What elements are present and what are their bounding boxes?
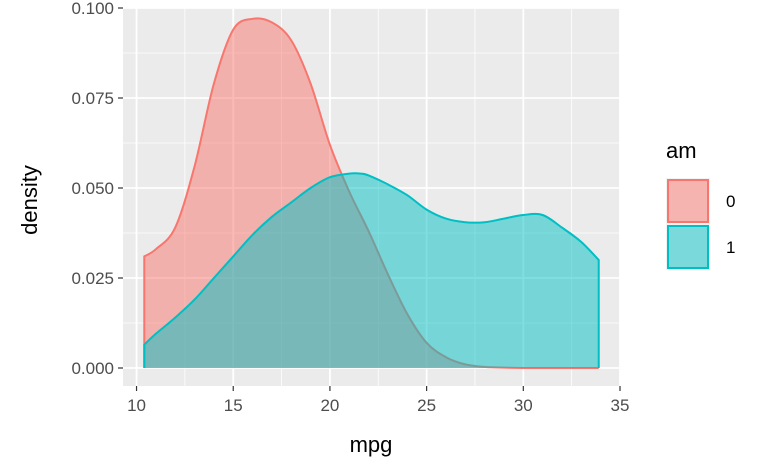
density-line-1 [143, 172, 600, 368]
y-tick-label: 0.050 [71, 179, 114, 198]
legend-label-1: 1 [726, 238, 735, 257]
x-tick-label: 20 [320, 396, 339, 415]
x-tick-label: 35 [611, 396, 630, 415]
x-tick-label: 25 [417, 396, 436, 415]
legend-swatch-1 [667, 225, 709, 269]
legend-swatch-0 [667, 179, 709, 223]
x-axis-tick-labels: 10 15 20 25 30 35 [127, 396, 629, 415]
y-axis-tick-labels: 0.000 0.025 0.050 0.075 0.100 [71, 0, 114, 378]
y-tick-label: 0.075 [71, 89, 114, 108]
y-axis-title: density [17, 165, 42, 235]
legend-items: 01 [666, 178, 735, 270]
legend: am 01 [666, 138, 735, 270]
x-tick-label: 30 [514, 396, 533, 415]
x-tick-label: 15 [224, 396, 243, 415]
y-tick-label: 0.100 [71, 0, 114, 18]
y-tick-label: 0.000 [71, 359, 114, 378]
y-tick-label: 0.025 [71, 269, 114, 288]
legend-title: am [666, 138, 697, 163]
x-tick-label: 10 [127, 396, 146, 415]
legend-label-0: 0 [726, 192, 735, 211]
x-axis-title: mpg [350, 432, 393, 457]
axis-ticks [118, 7, 621, 391]
density-area-1 [144, 173, 599, 368]
density-areas [143, 17, 600, 370]
